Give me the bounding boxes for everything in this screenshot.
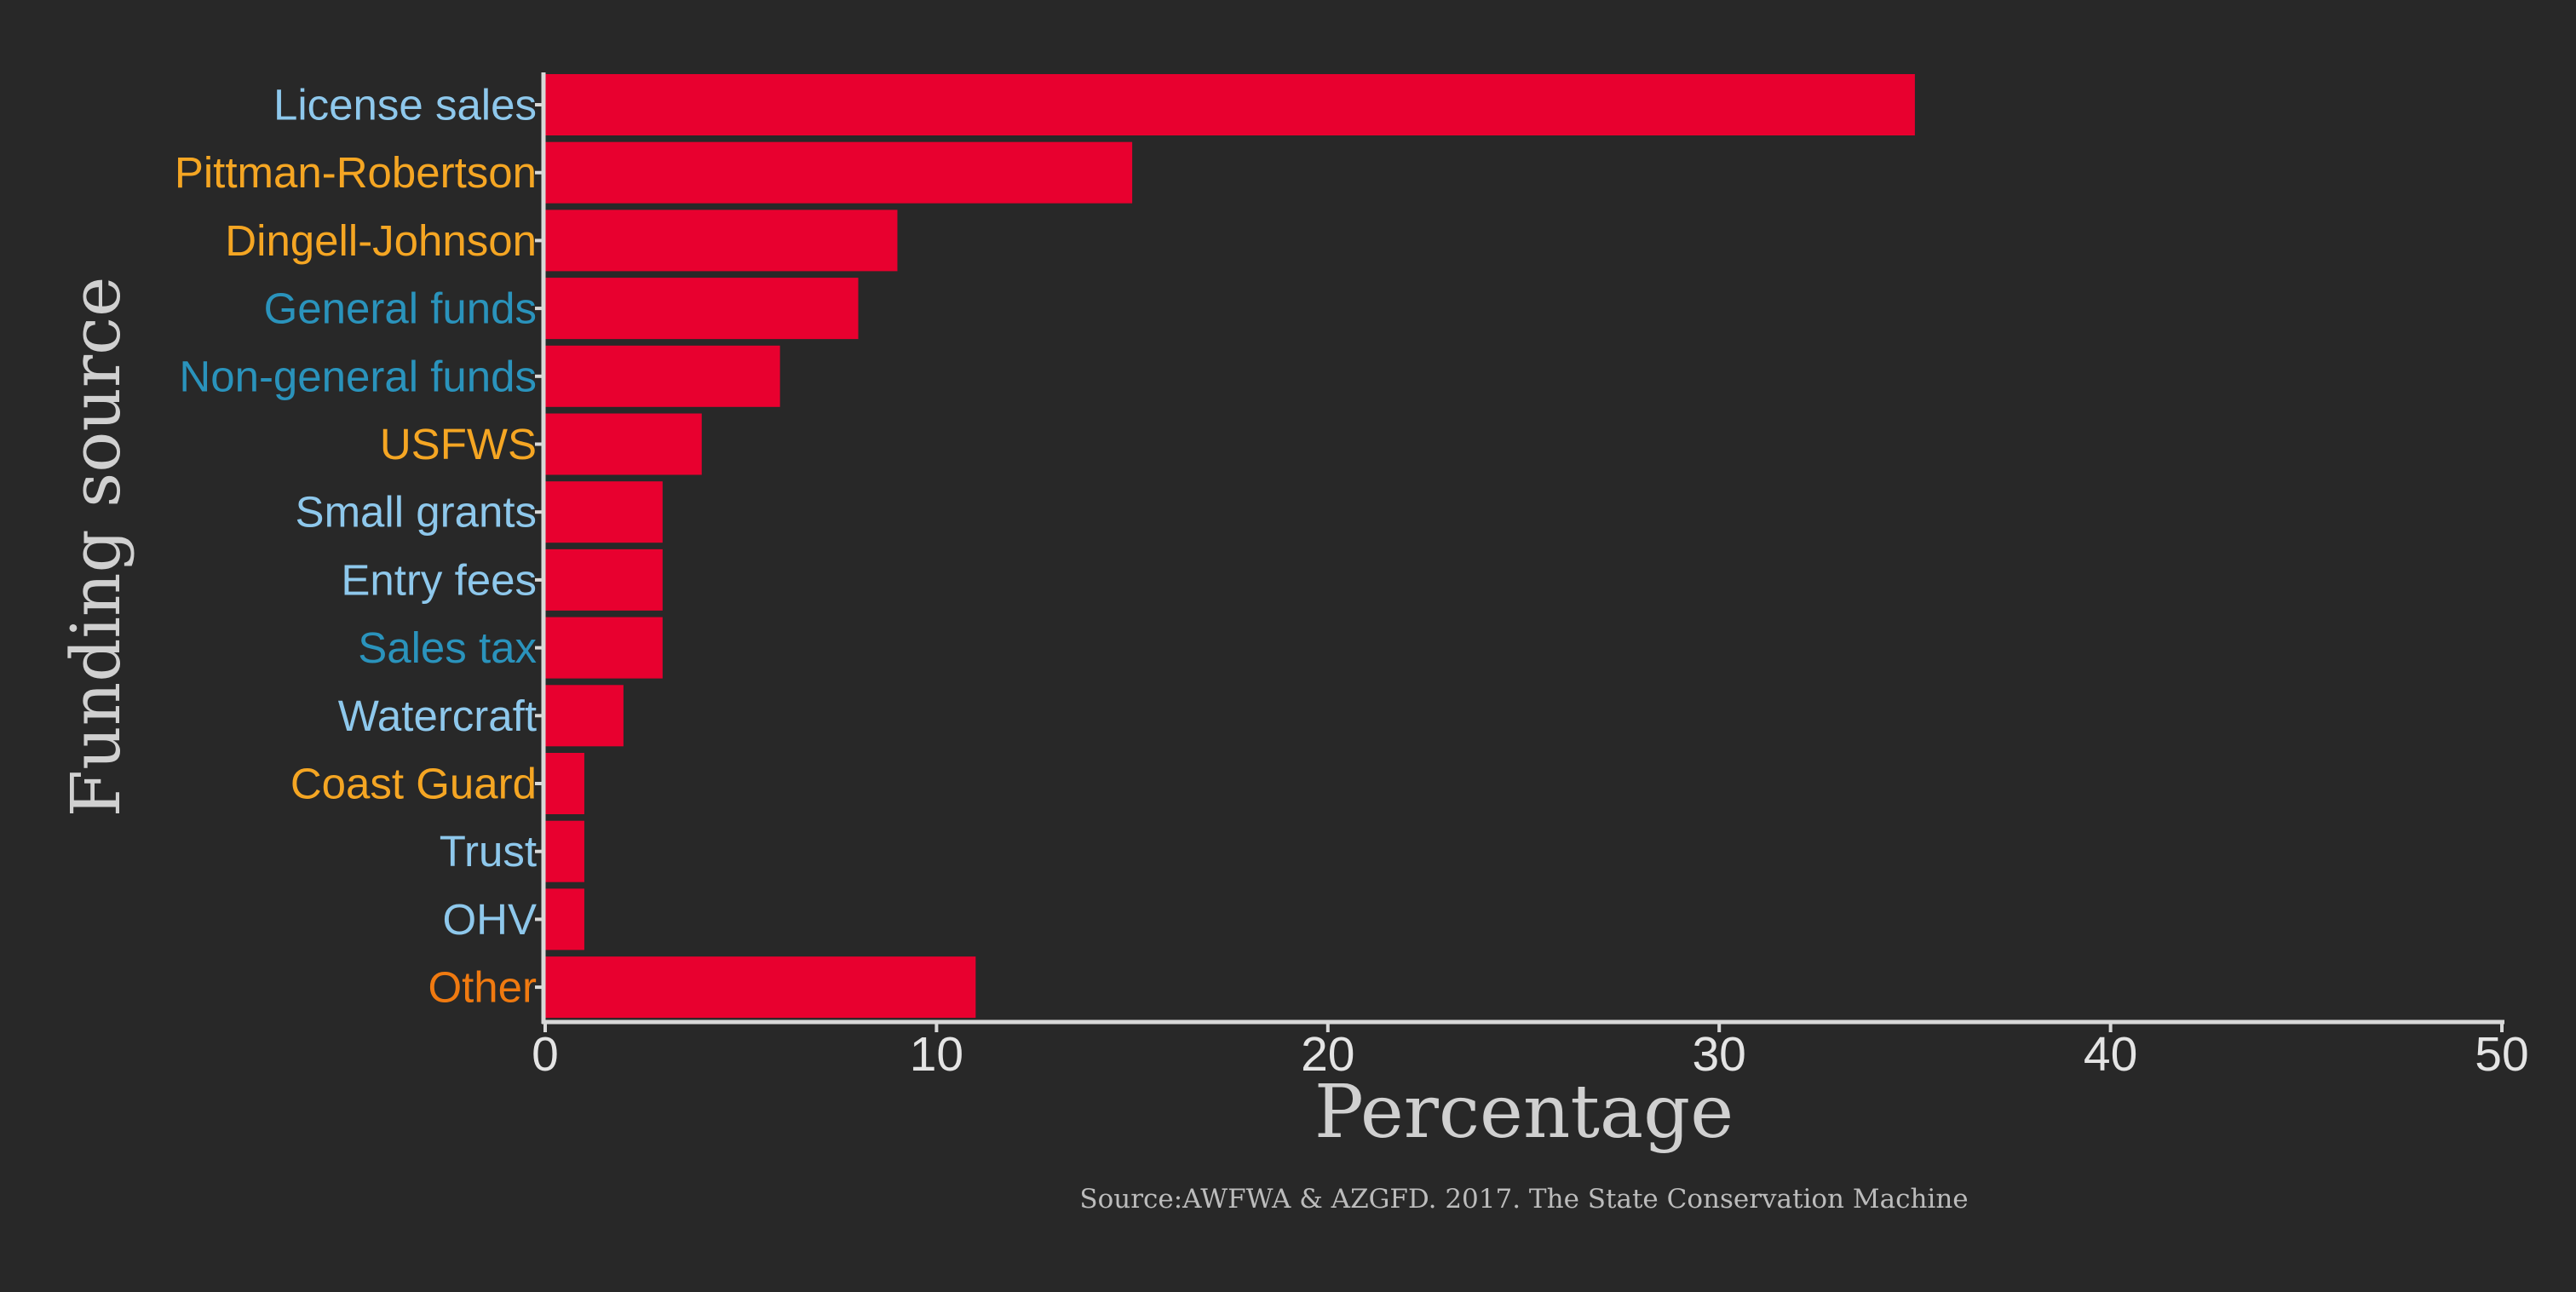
bar-coast-guard: [545, 753, 584, 814]
bar-usfws: [545, 413, 702, 475]
bar-entry-fees: [545, 548, 663, 611]
category-label-ohv: OHV: [442, 895, 537, 944]
category-label-general-funds: General funds: [264, 284, 537, 333]
bar-sales-tax: [545, 617, 663, 679]
bar-trust: [545, 820, 584, 882]
category-label-trust: Trust: [440, 827, 537, 876]
x-tick-label-30: 30: [1692, 1027, 1745, 1082]
category-label-dingell-johnson: Dingell-Johnson: [225, 216, 537, 265]
bar-ohv: [545, 888, 584, 950]
category-label-entry-fees: Entry fees: [341, 555, 537, 604]
bar-non-general-funds: [545, 345, 780, 407]
x-tick-label-0: 0: [532, 1027, 559, 1082]
x-tick-label-10: 10: [910, 1027, 963, 1082]
bar-small-grants: [545, 481, 663, 543]
bar-pittman-robertson: [545, 141, 1133, 204]
category-label-pittman-robertson: Pittman-Robertson: [175, 148, 537, 197]
bars-layer: [545, 74, 1915, 1019]
x-tick-label-40: 40: [2084, 1027, 2137, 1082]
category-label-license-sales: License sales: [273, 81, 537, 129]
bar-general-funds: [545, 278, 859, 340]
category-label-non-general-funds: Non-general funds: [179, 352, 537, 400]
category-label-other: Other: [428, 963, 537, 1012]
category-labels: License sales Pittman-Robertson Dingell-Jo…: [175, 81, 543, 1012]
y-axis-title: Funding source: [56, 277, 135, 818]
category-label-sales-tax: Sales tax: [358, 623, 537, 672]
x-tick-label-20: 20: [1301, 1027, 1354, 1082]
category-label-coast-guard: Coast Guard: [290, 760, 537, 808]
category-label-small-grants: Small grants: [296, 488, 537, 537]
category-label-watercraft: Watercraft: [338, 692, 537, 740]
category-label-usfws: USFWS: [380, 420, 537, 468]
bar-watercraft: [545, 685, 624, 747]
source-caption: Source:AWFWA & AZGFD. 2017. The State Co…: [1079, 1184, 1968, 1214]
x-axis-title: Percentage: [1314, 1070, 1734, 1155]
bar-dingell-johnson: [545, 210, 898, 272]
bar-license-sales: [545, 74, 1915, 135]
x-axis-ticks: 0 10 20 30 40 50: [532, 1022, 2529, 1082]
bar-other: [545, 956, 976, 1019]
x-tick-label-50: 50: [2475, 1027, 2528, 1082]
